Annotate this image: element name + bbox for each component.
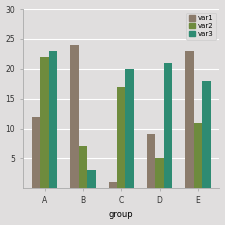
- Bar: [49, 51, 57, 188]
- Bar: [194, 123, 202, 188]
- Bar: [108, 182, 117, 188]
- Bar: [32, 117, 40, 188]
- Bar: [70, 45, 79, 188]
- Bar: [185, 51, 194, 188]
- Legend: var1, var2, var3: var1, var2, var3: [186, 13, 216, 40]
- Bar: [87, 170, 95, 188]
- Bar: [125, 69, 134, 188]
- Bar: [155, 158, 164, 188]
- X-axis label: group: group: [109, 210, 133, 219]
- Bar: [147, 135, 155, 188]
- Bar: [79, 146, 87, 188]
- Bar: [40, 57, 49, 188]
- Bar: [117, 87, 125, 188]
- Bar: [202, 81, 211, 188]
- Bar: [164, 63, 172, 188]
